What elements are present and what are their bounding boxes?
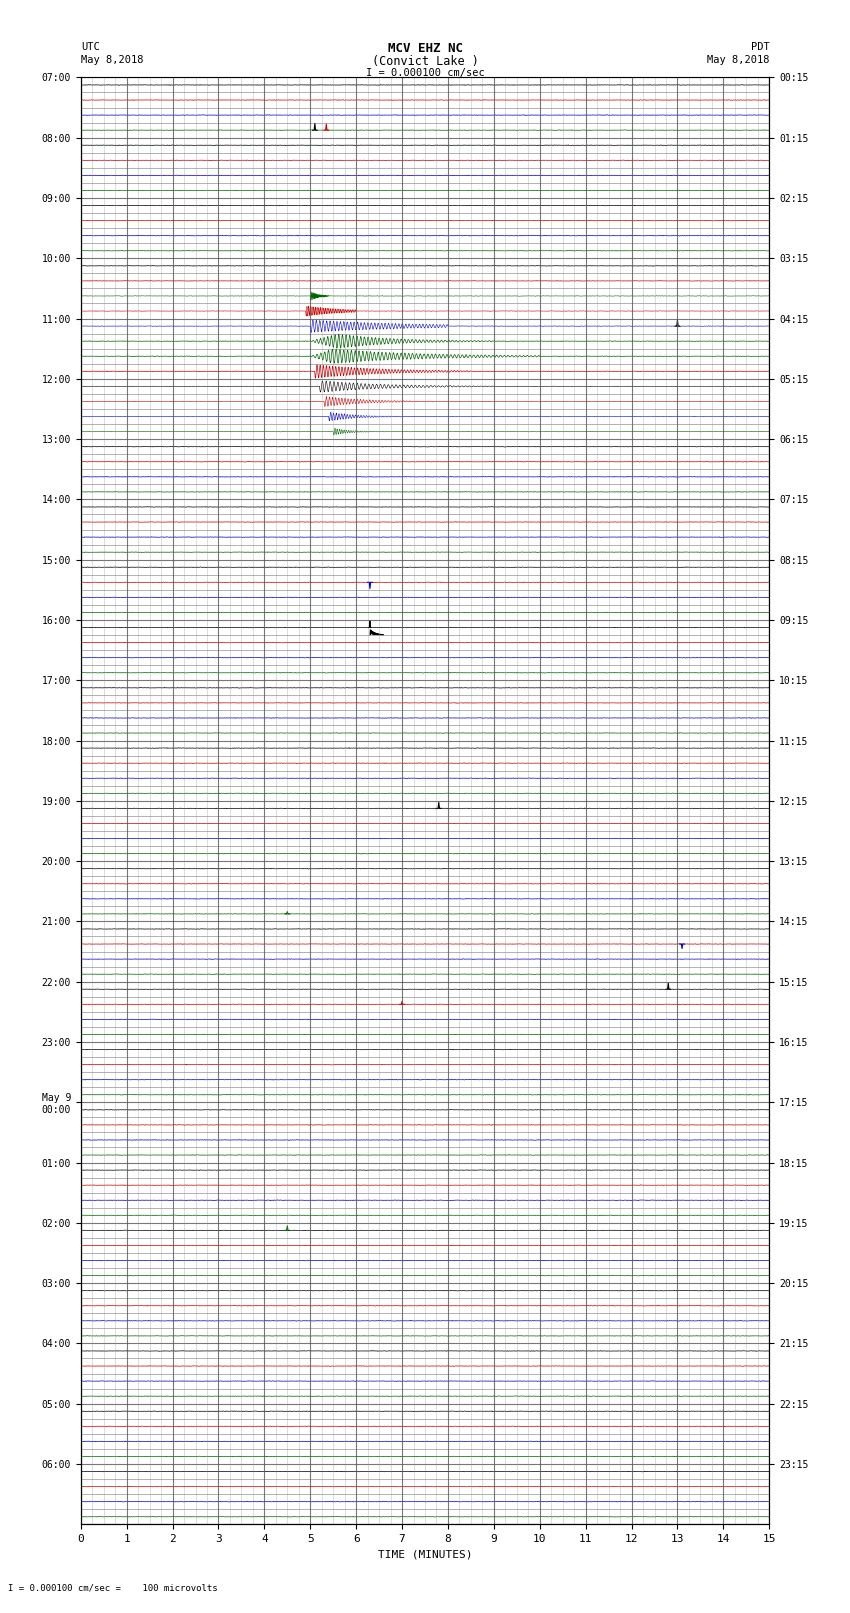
Text: I = 0.000100 cm/sec =    100 microvolts: I = 0.000100 cm/sec = 100 microvolts: [8, 1582, 218, 1592]
Text: I = 0.000100 cm/sec: I = 0.000100 cm/sec: [366, 68, 484, 77]
X-axis label: TIME (MINUTES): TIME (MINUTES): [377, 1550, 473, 1560]
Text: May 8,2018: May 8,2018: [706, 55, 769, 65]
Text: MCV EHZ NC: MCV EHZ NC: [388, 42, 462, 55]
Text: (Convict Lake ): (Convict Lake ): [371, 55, 479, 68]
Text: PDT: PDT: [751, 42, 769, 52]
Text: UTC: UTC: [81, 42, 99, 52]
Text: May 8,2018: May 8,2018: [81, 55, 144, 65]
